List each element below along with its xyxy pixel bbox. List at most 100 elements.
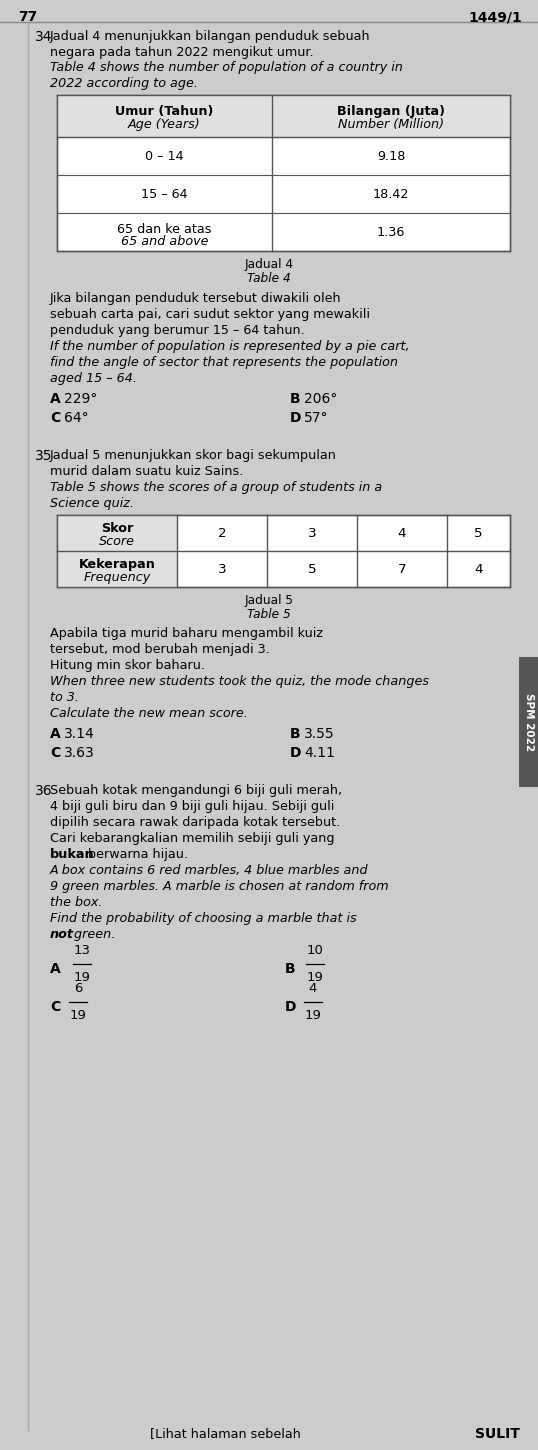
Text: 19: 19: [307, 972, 323, 985]
Text: 19: 19: [305, 1009, 321, 1022]
Text: 65 dan ke atas: 65 dan ke atas: [117, 223, 212, 236]
Text: SULIT: SULIT: [475, 1427, 520, 1441]
Text: 35: 35: [35, 450, 53, 463]
Text: not: not: [50, 928, 74, 941]
Text: 9 green marbles. A marble is chosen at random from: 9 green marbles. A marble is chosen at r…: [50, 880, 388, 893]
Text: bukan: bukan: [50, 848, 95, 861]
Text: 13: 13: [74, 944, 90, 957]
Text: 5: 5: [308, 563, 316, 576]
Bar: [57, 96, 510, 251]
Text: Jadual 4 menunjukkan bilangan penduduk sebuah: Jadual 4 menunjukkan bilangan penduduk s…: [50, 30, 371, 44]
Text: C: C: [50, 745, 60, 760]
Text: 4 biji guli biru dan 9 biji guli hijau. Sebiji guli: 4 biji guli biru dan 9 biji guli hijau. …: [50, 800, 335, 813]
Text: Table 5 shows the scores of a group of students in a: Table 5 shows the scores of a group of s…: [50, 481, 383, 494]
Text: berwarna hijau.: berwarna hijau.: [84, 848, 188, 861]
Text: D: D: [290, 410, 301, 425]
Text: A: A: [50, 961, 61, 976]
Text: Kekerapan: Kekerapan: [79, 558, 155, 571]
Text: sebuah carta pai, cari sudut sektor yang mewakili: sebuah carta pai, cari sudut sektor yang…: [50, 307, 370, 320]
Text: Table 4: Table 4: [247, 273, 291, 286]
Text: 3.55: 3.55: [304, 726, 335, 741]
Text: B: B: [285, 961, 295, 976]
Text: 206°: 206°: [304, 392, 337, 406]
Text: 0 – 14: 0 – 14: [145, 149, 184, 162]
Text: the box.: the box.: [50, 896, 102, 909]
Text: C: C: [50, 1000, 60, 1014]
Text: 36: 36: [35, 784, 53, 798]
Text: A: A: [50, 392, 61, 406]
Text: 2022 according to age.: 2022 according to age.: [50, 77, 198, 90]
Text: A box contains 6 red marbles, 4 blue marbles and: A box contains 6 red marbles, 4 blue mar…: [50, 864, 369, 877]
Text: 3: 3: [308, 526, 316, 539]
Text: 6: 6: [74, 982, 82, 995]
Bar: [57, 515, 510, 587]
Text: 4: 4: [309, 982, 317, 995]
Text: Bilangan (Juta): Bilangan (Juta): [337, 104, 445, 117]
Text: Jadual 5: Jadual 5: [244, 594, 294, 608]
Text: 5: 5: [474, 526, 483, 539]
Text: 4.11: 4.11: [304, 745, 335, 760]
Text: Frequency: Frequency: [83, 571, 151, 584]
Text: 3.63: 3.63: [64, 745, 95, 760]
Text: 64°: 64°: [64, 410, 89, 425]
Text: Jadual 5 menunjukkan skor bagi sekumpulan: Jadual 5 menunjukkan skor bagi sekumpula…: [50, 450, 337, 463]
Text: Hitung min skor baharu.: Hitung min skor baharu.: [50, 658, 205, 671]
Text: penduduk yang berumur 15 – 64 tahun.: penduduk yang berumur 15 – 64 tahun.: [50, 323, 305, 336]
Text: to 3.: to 3.: [50, 692, 79, 705]
Text: 7: 7: [398, 563, 406, 576]
Text: 19: 19: [74, 972, 90, 985]
Text: green.: green.: [70, 928, 115, 941]
Text: 34: 34: [35, 30, 53, 44]
Text: Find the probability of choosing a marble that is: Find the probability of choosing a marbl…: [50, 912, 357, 925]
Text: aged 15 – 64.: aged 15 – 64.: [50, 373, 137, 386]
Text: Apabila tiga murid baharu mengambil kuiz: Apabila tiga murid baharu mengambil kuiz: [50, 626, 323, 639]
Text: Umur (Tahun): Umur (Tahun): [115, 104, 214, 117]
Text: Number (Million): Number (Million): [338, 117, 444, 130]
Text: 229°: 229°: [64, 392, 97, 406]
Bar: [57, 96, 510, 136]
Text: 2: 2: [218, 526, 226, 539]
Text: Score: Score: [99, 535, 135, 548]
Text: Skor: Skor: [101, 522, 133, 535]
Text: Jika bilangan penduduk tersebut diwakili oleh: Jika bilangan penduduk tersebut diwakili…: [50, 291, 342, 304]
Text: Table 4 shows the number of population of a country in: Table 4 shows the number of population o…: [50, 61, 403, 74]
Text: C: C: [50, 410, 60, 425]
Text: 1.36: 1.36: [377, 226, 405, 239]
Bar: [519, 657, 538, 787]
Text: A: A: [50, 726, 61, 741]
Text: Calculate the new mean score.: Calculate the new mean score.: [50, 708, 248, 721]
Text: tersebut, mod berubah menjadi 3.: tersebut, mod berubah menjadi 3.: [50, 642, 270, 655]
Text: Table 5: Table 5: [247, 608, 291, 621]
Text: 57°: 57°: [304, 410, 329, 425]
Text: 18.42: 18.42: [373, 188, 409, 202]
Text: Science quiz.: Science quiz.: [50, 497, 134, 510]
Bar: [57, 515, 177, 587]
Text: 65 and above: 65 and above: [121, 235, 208, 248]
Text: When three new students took the quiz, the mode changes: When three new students took the quiz, t…: [50, 676, 429, 687]
Text: B: B: [290, 726, 301, 741]
Text: 9.18: 9.18: [377, 149, 405, 162]
Text: 4: 4: [474, 563, 483, 576]
Text: If the number of population is represented by a pie cart,: If the number of population is represent…: [50, 339, 409, 352]
Text: 3: 3: [218, 563, 226, 576]
Text: [Lihat halaman sebelah: [Lihat halaman sebelah: [150, 1427, 301, 1440]
Text: Cari kebarangkalian memilih sebiji guli yang: Cari kebarangkalian memilih sebiji guli …: [50, 832, 335, 845]
Text: B: B: [290, 392, 301, 406]
Text: murid dalam suatu kuiz Sains.: murid dalam suatu kuiz Sains.: [50, 465, 243, 478]
Text: find the angle of sector that represents the population: find the angle of sector that represents…: [50, 357, 398, 368]
Text: SPM 2022: SPM 2022: [523, 693, 534, 751]
Text: 19: 19: [69, 1009, 87, 1022]
Text: 3.14: 3.14: [64, 726, 95, 741]
Text: 1449/1: 1449/1: [468, 10, 522, 25]
Text: D: D: [290, 745, 301, 760]
Text: D: D: [285, 1000, 296, 1014]
Text: 77: 77: [18, 10, 37, 25]
Text: negara pada tahun 2022 mengikut umur.: negara pada tahun 2022 mengikut umur.: [50, 46, 314, 59]
Text: Age (Years): Age (Years): [128, 117, 201, 130]
Text: 10: 10: [307, 944, 323, 957]
Text: dipilih secara rawak daripada kotak tersebut.: dipilih secara rawak daripada kotak ters…: [50, 816, 340, 829]
Text: 4: 4: [398, 526, 406, 539]
Text: 15 – 64: 15 – 64: [141, 188, 188, 202]
Text: Jadual 4: Jadual 4: [244, 258, 294, 271]
Text: Sebuah kotak mengandungi 6 biji guli merah,: Sebuah kotak mengandungi 6 biji guli mer…: [50, 784, 342, 798]
